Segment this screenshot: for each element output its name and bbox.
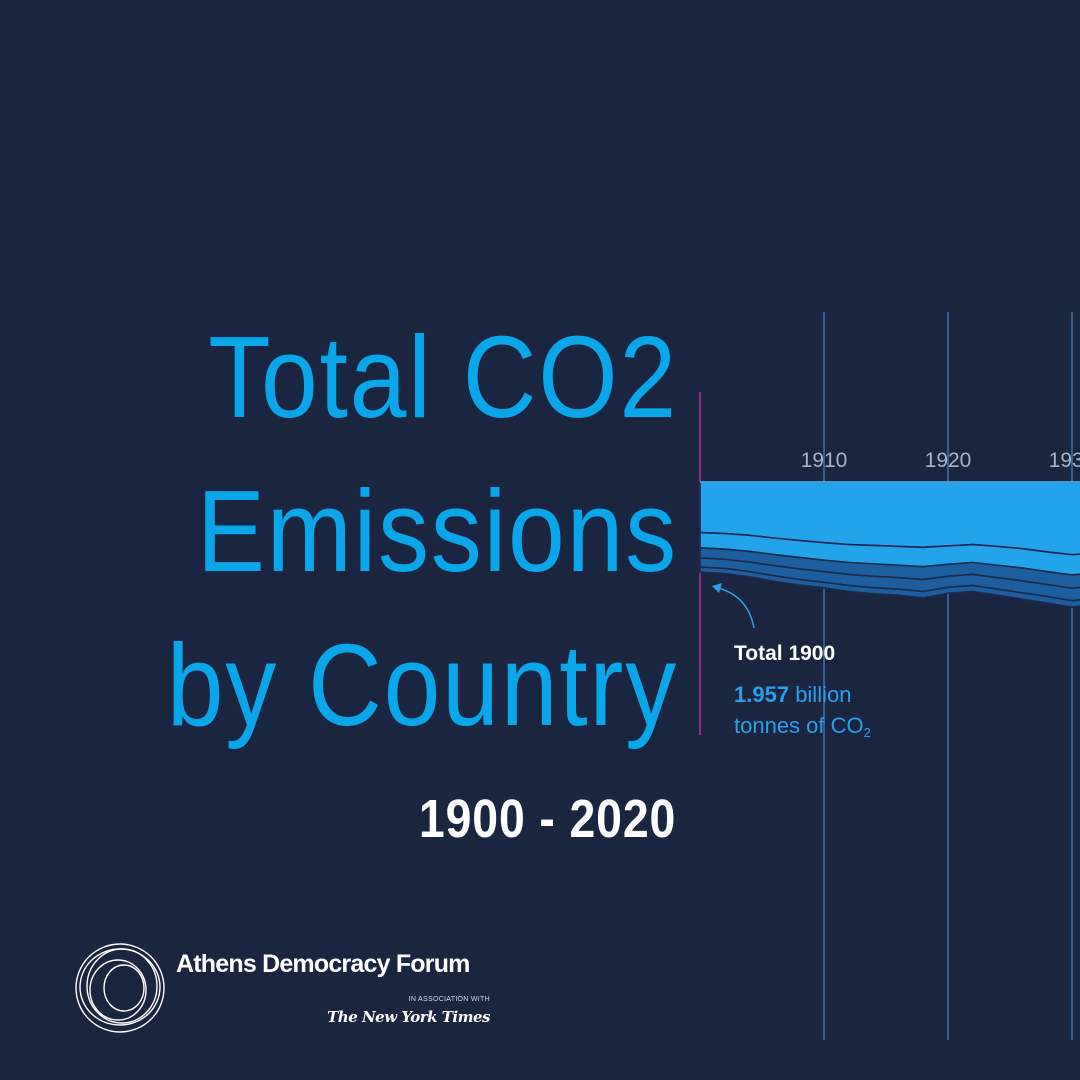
concentric-circles-icon (75, 943, 165, 1033)
title-line-2: Emissions (197, 466, 678, 596)
year-range: 1900 - 2020 (418, 789, 676, 849)
x-tick-1930: 1930 (1049, 449, 1080, 472)
title-line-3: by Country (166, 620, 678, 750)
annotation-subscript: 2 (863, 725, 871, 740)
x-tick-1910: 1910 (801, 449, 848, 472)
partner-logo-text: The New York Times (327, 1008, 490, 1026)
annotation-arrowhead (712, 583, 722, 593)
association-text: IN ASSOCIATION WITH (408, 996, 490, 1003)
org-name: Athens Democracy Forum (176, 950, 470, 978)
annotation-value: 1.957 billion tonnes of CO2 (734, 679, 871, 748)
annotation-unit: billion (795, 682, 852, 707)
annotation-label: Total 1900 (734, 642, 836, 665)
annotation-unit-line2: tonnes of CO (734, 713, 864, 738)
x-tick-1920: 1920 (925, 449, 972, 472)
annotation-arrow (717, 587, 755, 629)
annotation-number: 1.957 (734, 682, 790, 707)
chart-title: Total CO2 Emissions by Country (167, 300, 678, 762)
stream-band-5 (699, 566, 1080, 608)
title-line-1: Total CO2 (208, 312, 678, 442)
